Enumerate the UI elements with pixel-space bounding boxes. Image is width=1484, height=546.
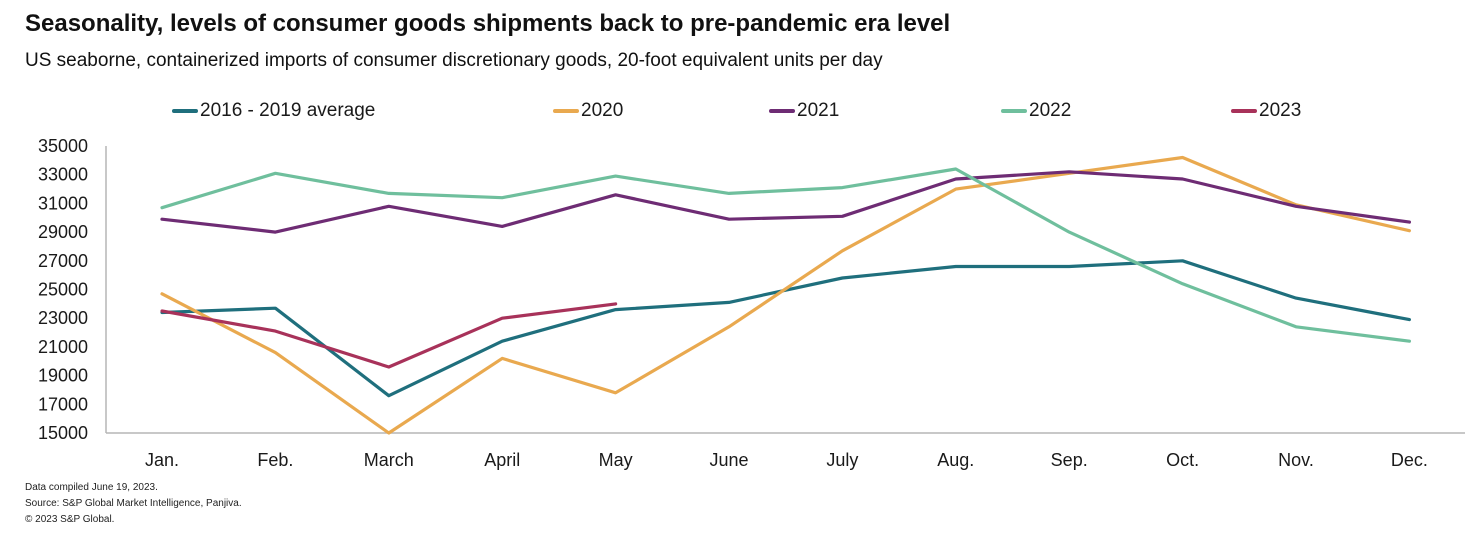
legend-swatch	[172, 109, 198, 113]
legend-label: 2023	[1259, 100, 1302, 121]
legend: 2016 - 2019 average 2020 2021 2022 2023	[0, 100, 1484, 124]
x-tick-label: Dec.	[1391, 450, 1428, 470]
footnote-date: Data compiled June 19, 2023.	[25, 482, 158, 493]
y-tick-label: 33000	[38, 165, 88, 185]
y-tick-label: 27000	[38, 251, 88, 271]
legend-label: 2016 - 2019 average	[200, 100, 376, 121]
legend-swatch	[1001, 109, 1027, 113]
x-tick-label: Oct.	[1166, 450, 1199, 470]
legend-label: 2020	[581, 100, 624, 121]
x-tick-label: July	[826, 450, 858, 470]
x-tick-label: Feb.	[257, 450, 293, 470]
legend-swatch	[769, 109, 795, 113]
y-tick-label: 35000	[38, 136, 88, 156]
series-line-2022	[160, 167, 1412, 343]
x-tick-label: Aug.	[937, 450, 974, 470]
legend-swatch	[553, 109, 579, 113]
series-lines	[160, 155, 1412, 435]
footnote-copyright: © 2023 S&P Global.	[25, 514, 115, 525]
legend-label: 2021	[797, 100, 840, 121]
chart-subtitle: US seaborne, containerized imports of co…	[25, 50, 883, 71]
legend-swatch	[1231, 109, 1257, 113]
x-tick-label: Nov.	[1278, 450, 1314, 470]
series-line-2016-2019-average	[160, 259, 1412, 398]
footnote-source: Source: S&P Global Market Intelligence, …	[25, 498, 242, 509]
x-tick-label: Sep.	[1051, 450, 1088, 470]
series-line-2023	[160, 302, 618, 369]
legend-item-2023: 2023	[1231, 100, 1301, 122]
legend-item-2020: 2020	[553, 100, 623, 122]
series-line-2021	[160, 170, 1412, 234]
y-tick-label: 19000	[38, 366, 88, 386]
legend-item-2016-2019-average: 2016 - 2019 average	[172, 100, 375, 122]
legend-label: 2022	[1029, 100, 1072, 121]
y-tick-label: 21000	[38, 337, 88, 357]
y-tick-label: 23000	[38, 308, 88, 328]
y-tick-label: 31000	[38, 193, 88, 213]
legend-item-2022: 2022	[1001, 100, 1071, 122]
x-tick-label: Jan.	[145, 450, 179, 470]
y-tick-label: 29000	[38, 222, 88, 242]
chart-title: Seasonality, levels of consumer goods sh…	[25, 10, 951, 37]
x-tick-label: April	[484, 450, 520, 470]
x-tick-label: March	[364, 450, 414, 470]
y-tick-label: 25000	[38, 280, 88, 300]
series-line-2020	[160, 155, 1412, 435]
x-tick-label: June	[709, 450, 748, 470]
x-tick-label: May	[599, 450, 633, 470]
legend-item-2021: 2021	[769, 100, 839, 122]
y-tick-label: 15000	[38, 423, 88, 443]
footnotes: Data compiled June 19, 2023. Source: S&P…	[25, 480, 242, 528]
y-axis: 15000 17000 19000 21000 23000 25000 27000 29000…	[38, 136, 107, 443]
y-tick-label: 17000	[38, 394, 88, 414]
x-axis: Jan. Feb. March April May June July Aug. Sep. Oct…	[106, 432, 1465, 470]
